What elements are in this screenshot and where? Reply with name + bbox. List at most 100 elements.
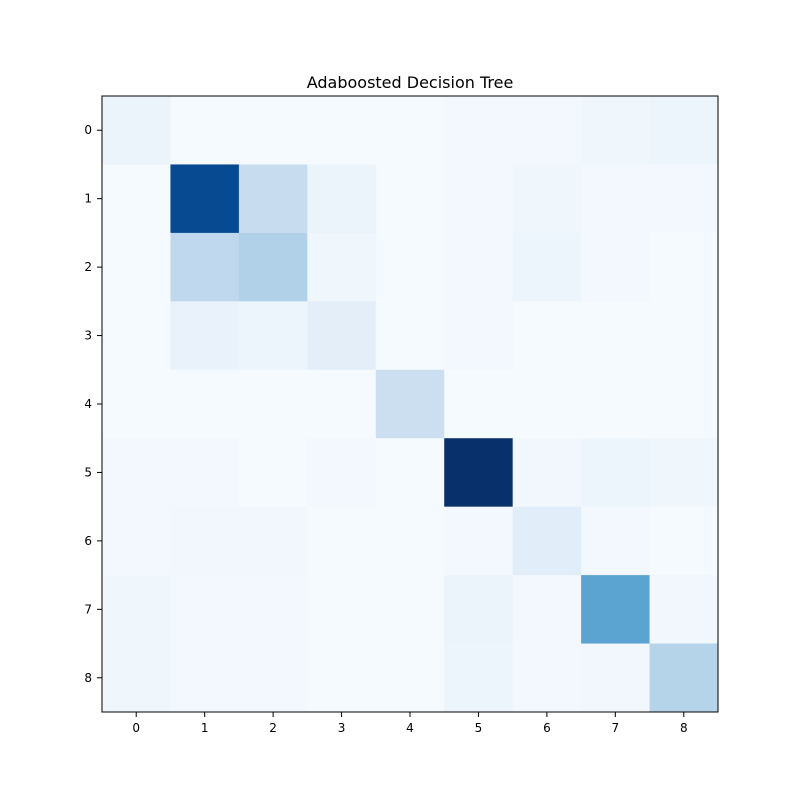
heatmap-cell-r2-c6	[512, 232, 582, 302]
x-tick-label: 0	[132, 721, 140, 735]
x-tick-label: 3	[338, 721, 346, 735]
heatmap-cell-r3-c6	[512, 301, 582, 371]
heatmap-cell-r8-c5	[444, 643, 514, 713]
heatmap-cell-r4-c3	[307, 369, 377, 439]
heatmap-cell-r3-c3	[307, 301, 377, 371]
heatmap-cell-r4-c5	[444, 369, 514, 439]
heatmap-cell-r3-c2	[238, 301, 308, 371]
heatmap-cell-r1-c1	[170, 164, 240, 234]
heatmap-cell-r5-c4	[375, 438, 445, 508]
chart-title: Adaboosted Decision Tree	[307, 73, 514, 92]
heatmap-cell-r0-c5	[444, 96, 514, 165]
heatmap-cell-r6-c7	[581, 506, 651, 576]
heatmap-cell-r2-c2	[238, 232, 308, 302]
heatmap-cell-r7-c7	[581, 575, 651, 645]
heatmap-cell-r1-c6	[512, 164, 582, 234]
x-tick-label: 1	[201, 721, 209, 735]
heatmap-cell-r5-c5	[444, 438, 514, 508]
y-axis: 0 1 2 3 4 5 6 7 8	[84, 123, 102, 685]
heatmap-cell-r1-c5	[444, 164, 514, 234]
y-tick-label: 5	[84, 465, 92, 479]
heatmap-cell-r3-c7	[581, 301, 651, 371]
heatmap-cell-r1-c8	[649, 164, 719, 234]
heatmap-cell-r5-c7	[581, 438, 651, 508]
heatmap-cell-r1-c0	[102, 164, 171, 234]
heatmap-cell-r7-c1	[170, 575, 240, 645]
heatmap-cell-r1-c3	[307, 164, 377, 234]
heatmap-cell-r5-c2	[238, 438, 308, 508]
heatmap-cell-r1-c4	[375, 164, 445, 234]
heatmap-cell-r8-c3	[307, 643, 377, 713]
heatmap-cell-r4-c4	[375, 369, 445, 439]
heatmap-cell-r6-c2	[238, 506, 308, 576]
heatmap-cell-r0-c6	[512, 96, 582, 165]
heatmap-cell-r8-c0	[102, 643, 171, 713]
heatmap-cell-r2-c1	[170, 232, 240, 302]
heatmap-cell-r7-c0	[102, 575, 171, 645]
heatmap-cell-r5-c3	[307, 438, 377, 508]
heatmap-cell-r6-c4	[375, 506, 445, 576]
heatmap-cell-r6-c1	[170, 506, 240, 576]
heatmap-cell-r6-c8	[649, 506, 719, 576]
heatmap-cell-r1-c2	[238, 164, 308, 234]
heatmap-cell-r2-c0	[102, 232, 171, 302]
heatmap-cells	[102, 96, 719, 713]
heatmap-cell-r4-c2	[238, 369, 308, 439]
x-axis: 0 1 2 3 4 5 6 7 8	[132, 712, 688, 735]
heatmap-cell-r8-c6	[512, 643, 582, 713]
heatmap-cell-r6-c6	[512, 506, 582, 576]
heatmap-cell-r0-c8	[649, 96, 719, 165]
heatmap-cell-r5-c8	[649, 438, 719, 508]
y-tick-label: 8	[84, 671, 92, 685]
heatmap-cell-r0-c1	[170, 96, 240, 165]
heatmap-cell-r0-c3	[307, 96, 377, 165]
heatmap-cell-r4-c7	[581, 369, 651, 439]
heatmap-cell-r5-c1	[170, 438, 240, 508]
heatmap-cell-r6-c5	[444, 506, 514, 576]
y-tick-label: 7	[84, 602, 92, 616]
heatmap-cell-r2-c5	[444, 232, 514, 302]
x-tick-label: 4	[406, 721, 414, 735]
x-tick-label: 7	[612, 721, 620, 735]
x-tick-label: 5	[475, 721, 483, 735]
heatmap-cell-r3-c1	[170, 301, 240, 371]
heatmap-cell-r6-c3	[307, 506, 377, 576]
heatmap-cell-r7-c5	[444, 575, 514, 645]
heatmap-cell-r7-c4	[375, 575, 445, 645]
heatmap-cell-r2-c7	[581, 232, 651, 302]
y-tick-label: 0	[84, 123, 92, 137]
y-tick-label: 4	[84, 397, 92, 411]
heatmap-cell-r8-c8	[649, 643, 719, 713]
x-tick-label: 6	[543, 721, 551, 735]
heatmap-cell-r5-c0	[102, 438, 171, 508]
heatmap-cell-r3-c4	[375, 301, 445, 371]
y-tick-label: 6	[84, 534, 92, 548]
heatmap-cell-r3-c8	[649, 301, 719, 371]
x-tick-label: 8	[680, 721, 688, 735]
heatmap-cell-r0-c2	[238, 96, 308, 165]
y-tick-label: 1	[84, 192, 92, 206]
heatmap-cell-r7-c3	[307, 575, 377, 645]
heatmap-cell-r8-c2	[238, 643, 308, 713]
y-tick-label: 3	[84, 329, 92, 343]
heatmap-cell-r7-c2	[238, 575, 308, 645]
heatmap-cell-r4-c1	[170, 369, 240, 439]
heatmap-cell-r1-c7	[581, 164, 651, 234]
heatmap-cell-r4-c6	[512, 369, 582, 439]
heatmap-cell-r2-c3	[307, 232, 377, 302]
x-tick-label: 2	[269, 721, 277, 735]
heatmap-cell-r2-c8	[649, 232, 719, 302]
heatmap-cell-r0-c4	[375, 96, 445, 165]
y-tick-label: 2	[84, 260, 92, 274]
heatmap-cell-r5-c6	[512, 438, 582, 508]
heatmap-cell-r0-c7	[581, 96, 651, 165]
heatmap-cell-r6-c0	[102, 506, 171, 576]
heatmap-cell-r8-c7	[581, 643, 651, 713]
heatmap-cell-r7-c6	[512, 575, 582, 645]
heatmap-cell-r3-c5	[444, 301, 514, 371]
heatmap-cell-r8-c4	[375, 643, 445, 713]
heatmap-cell-r4-c0	[102, 369, 171, 439]
heatmap-cell-r3-c0	[102, 301, 171, 371]
heatmap-cell-r7-c8	[649, 575, 719, 645]
